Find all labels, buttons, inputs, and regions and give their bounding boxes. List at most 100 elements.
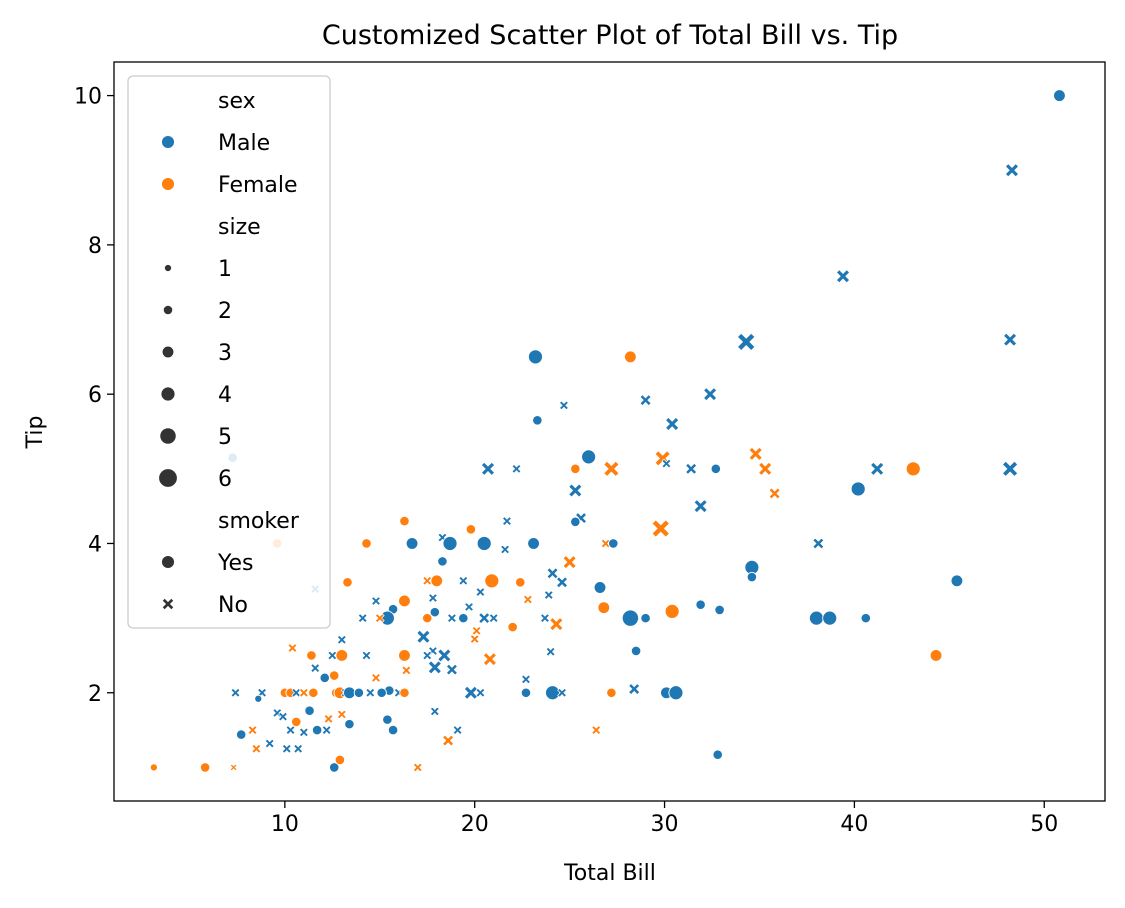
data-point xyxy=(371,596,381,606)
data-point xyxy=(685,462,698,475)
data-point xyxy=(464,602,474,612)
data-point xyxy=(281,743,292,754)
legend-title-smoker: smoker xyxy=(218,509,300,534)
data-point xyxy=(308,687,319,698)
data-point xyxy=(507,621,518,633)
data-point xyxy=(429,606,441,618)
data-point xyxy=(545,646,556,657)
data-point xyxy=(452,725,463,735)
data-point xyxy=(640,612,651,624)
data-point xyxy=(329,670,340,681)
data-point xyxy=(520,687,532,698)
data-point xyxy=(251,743,262,754)
data-point xyxy=(257,687,267,698)
data-point xyxy=(306,650,317,661)
legend-marker-size-5 xyxy=(159,427,177,445)
y-tick-label: 8 xyxy=(88,234,102,259)
data-point xyxy=(624,350,637,364)
data-point xyxy=(427,660,442,675)
legend-marker-female xyxy=(161,177,175,191)
data-point xyxy=(746,571,758,583)
data-point xyxy=(442,535,458,551)
data-point xyxy=(476,535,492,551)
data-point xyxy=(630,645,642,657)
data-point xyxy=(387,724,399,736)
data-point xyxy=(323,714,334,724)
data-point xyxy=(235,729,247,740)
legend-label-size-3: 3 xyxy=(218,341,232,366)
data-point xyxy=(546,567,559,580)
data-point xyxy=(712,749,723,760)
x-tick-label: 40 xyxy=(840,812,868,837)
legend-label-size-2: 2 xyxy=(218,299,232,324)
data-point xyxy=(405,537,419,550)
legend: sex Male Female size 1 2 3 4 5 6 smoker Yes No xyxy=(127,75,331,629)
data-point xyxy=(412,762,423,773)
data-point xyxy=(543,590,554,600)
data-point xyxy=(304,705,315,716)
legend-label-size-5: 5 xyxy=(218,425,232,450)
data-point xyxy=(549,617,564,632)
legend-label-size-6: 6 xyxy=(218,467,232,492)
data-point xyxy=(336,634,347,645)
data-point xyxy=(482,652,497,667)
data-point xyxy=(850,481,866,497)
legend-marker-size-2 xyxy=(162,304,174,316)
data-point xyxy=(822,610,838,626)
data-point xyxy=(693,499,708,514)
legend-marker-size-4 xyxy=(160,386,176,402)
data-point xyxy=(570,463,581,475)
x-axis-label: Total Bill xyxy=(563,861,656,886)
data-point xyxy=(293,743,304,754)
data-point xyxy=(628,683,641,695)
data-point xyxy=(523,594,533,605)
x-axis: 10 20 30 40 50 xyxy=(271,801,1058,837)
data-point xyxy=(458,575,469,586)
data-point xyxy=(540,613,550,623)
x-tick-label: 20 xyxy=(461,812,489,837)
legend-label-no: No xyxy=(218,593,248,618)
x-tick-label: 30 xyxy=(651,812,679,837)
data-point xyxy=(703,387,718,402)
data-point xyxy=(870,461,885,476)
x-tick-label: 50 xyxy=(1030,812,1058,837)
data-point xyxy=(597,601,611,615)
data-point xyxy=(695,599,706,610)
data-point xyxy=(429,706,440,717)
data-point xyxy=(398,649,411,662)
y-tick-label: 4 xyxy=(88,532,102,557)
data-point xyxy=(1002,460,1019,477)
data-point xyxy=(714,604,725,616)
data-point xyxy=(758,461,773,476)
legend-label-size-1: 1 xyxy=(218,257,232,282)
data-point xyxy=(437,648,452,663)
data-point xyxy=(311,724,323,736)
data-point xyxy=(422,612,433,624)
data-point xyxy=(446,663,458,676)
data-point xyxy=(665,417,680,432)
data-point xyxy=(562,555,577,570)
data-point xyxy=(570,516,581,528)
data-point xyxy=(621,609,640,627)
data-point xyxy=(836,269,850,284)
data-point xyxy=(475,687,486,698)
data-point xyxy=(591,725,602,735)
data-point xyxy=(603,460,620,477)
data-point xyxy=(469,634,480,644)
data-point xyxy=(639,394,652,407)
data-point xyxy=(321,725,332,735)
data-point xyxy=(437,556,448,567)
y-tick-label: 2 xyxy=(88,682,102,707)
data-point xyxy=(278,711,288,722)
data-point xyxy=(287,643,298,653)
data-point xyxy=(521,674,531,685)
data-point xyxy=(1004,163,1019,178)
data-point xyxy=(545,685,561,701)
data-point xyxy=(334,754,346,766)
legend-label-female: Female xyxy=(218,173,298,198)
chart-title: Customized Scatter Plot of Total Bill vs… xyxy=(322,20,898,51)
data-point xyxy=(532,415,543,426)
data-point xyxy=(401,665,412,676)
data-point xyxy=(428,593,438,603)
